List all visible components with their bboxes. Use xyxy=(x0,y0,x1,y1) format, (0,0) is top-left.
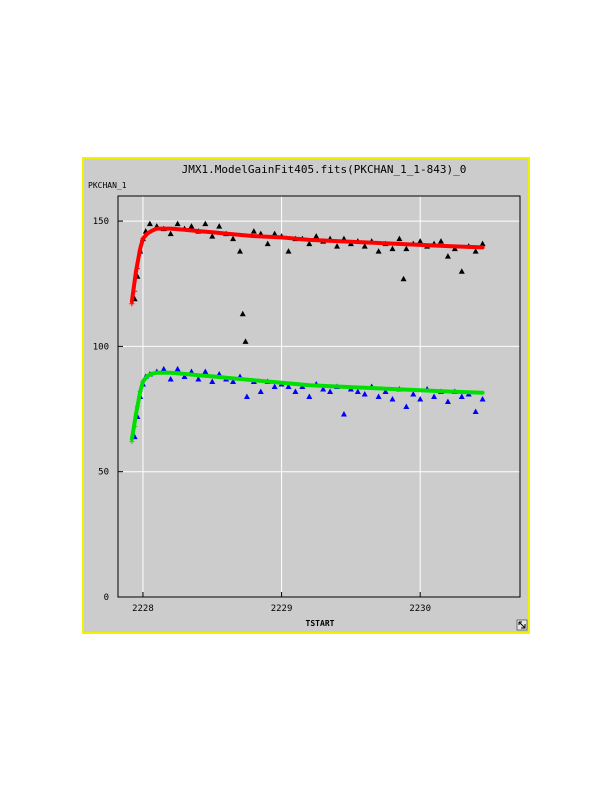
y-tick-label: 100 xyxy=(93,342,109,352)
data-point xyxy=(167,375,174,382)
data-point xyxy=(202,368,209,374)
data-point xyxy=(292,388,299,394)
data-point xyxy=(250,228,257,234)
series-line xyxy=(129,226,485,304)
data-point xyxy=(361,243,368,249)
data-point xyxy=(209,233,216,239)
data-point xyxy=(389,396,396,402)
data-point xyxy=(174,220,181,227)
data-point xyxy=(188,223,195,229)
data-point xyxy=(230,378,237,384)
data-point xyxy=(313,233,320,239)
data-point xyxy=(472,248,479,254)
data-point xyxy=(146,220,153,227)
data-point xyxy=(216,223,223,229)
data-point xyxy=(417,396,424,402)
data-point xyxy=(320,385,327,392)
data-point xyxy=(243,393,250,399)
axes xyxy=(117,195,521,598)
data-point xyxy=(458,393,465,399)
data-point xyxy=(242,338,249,344)
data-point xyxy=(285,383,292,389)
data-point xyxy=(396,235,403,242)
data-point xyxy=(437,238,444,244)
data-point xyxy=(236,248,243,254)
x-tick-label: 2230 xyxy=(409,604,431,614)
data-point xyxy=(375,248,382,254)
data-point xyxy=(306,240,313,247)
data-point xyxy=(334,243,341,249)
fit-line xyxy=(129,370,485,442)
data-point xyxy=(417,238,424,244)
x-axis-label: TSTART xyxy=(306,619,335,628)
data-point xyxy=(264,240,271,247)
data-point xyxy=(444,253,451,259)
data-point xyxy=(285,248,292,254)
data-point xyxy=(458,268,465,274)
data-point xyxy=(271,230,278,237)
data-point xyxy=(444,398,451,405)
data-point xyxy=(271,383,278,389)
data-point xyxy=(410,390,417,397)
data-point xyxy=(306,393,313,399)
series-triangle xyxy=(131,365,486,440)
data-point xyxy=(202,220,209,227)
data-point xyxy=(174,365,181,372)
data-point xyxy=(160,365,167,372)
data-point xyxy=(230,235,237,242)
plot-window: JMX1.ModelGainFit405.fits(PKCHAN_1_1-843… xyxy=(82,157,530,634)
data-point xyxy=(361,390,368,397)
data-point xyxy=(257,388,264,394)
data-point xyxy=(479,396,486,402)
plot-frame xyxy=(117,195,521,598)
data-point xyxy=(451,245,458,252)
y-tick-label: 0 xyxy=(104,593,109,603)
scatter-chart: JMX1.ModelGainFit405.fits(PKCHAN_1_1-843… xyxy=(88,163,528,631)
data-point xyxy=(181,373,188,379)
grid xyxy=(118,196,520,598)
data-point xyxy=(209,378,216,384)
data-point xyxy=(431,393,438,399)
tick-labels: 2228 2229 2230 0 50 100 150 xyxy=(93,217,431,614)
fit-line xyxy=(129,226,485,304)
data-point xyxy=(403,245,410,252)
chart-title: JMX1.ModelGainFit405.fits(PKCHAN_1_1-843… xyxy=(182,163,467,176)
data-point xyxy=(327,388,334,394)
data-point xyxy=(472,408,479,415)
data-point xyxy=(400,275,407,282)
data-point xyxy=(389,245,396,252)
data-point xyxy=(340,411,347,417)
y-axis-label: PKCHAN_1 xyxy=(88,181,127,190)
series-line xyxy=(129,370,485,442)
data-point xyxy=(354,388,361,394)
data-point xyxy=(403,403,410,410)
y-tick-label: 50 xyxy=(98,468,109,478)
data-point xyxy=(239,310,246,317)
data-point xyxy=(479,240,486,247)
data-point xyxy=(375,393,382,399)
x-tick-label: 2228 xyxy=(132,604,154,614)
resize-arrow-icon[interactable] xyxy=(516,619,528,631)
data-point xyxy=(167,230,174,237)
data-marks xyxy=(129,220,486,445)
x-tick-label: 2229 xyxy=(271,604,293,614)
y-tick-label: 150 xyxy=(93,217,109,227)
data-point xyxy=(195,375,202,382)
data-point xyxy=(382,388,389,394)
